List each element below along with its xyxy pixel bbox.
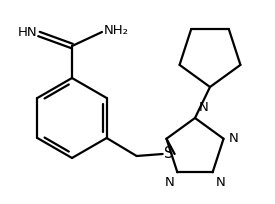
Text: N: N [165,176,174,189]
Text: N: N [216,176,225,189]
Text: N: N [229,132,238,145]
Text: NH₂: NH₂ [104,24,129,38]
Text: N: N [199,101,209,114]
Text: S: S [164,146,173,162]
Text: HN: HN [17,27,37,40]
